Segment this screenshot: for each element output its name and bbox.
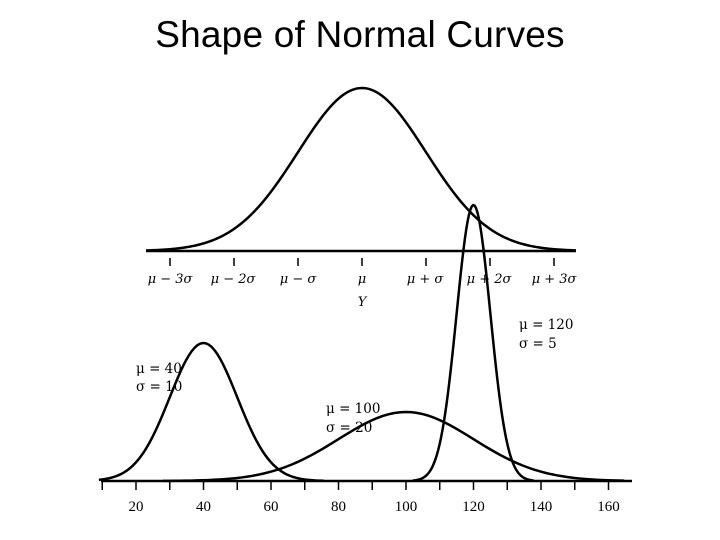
label-curve-mu100: μ = 100 σ = 20 [326, 401, 380, 436]
label-mu-100: μ = 100 [326, 401, 380, 417]
x-axis-tick-labels: 20 40 60 80 100 120 140 160 [129, 499, 620, 515]
top-axis-label: Y [358, 295, 368, 310]
tick-label-mu: μ [358, 272, 366, 287]
x-tick-label: 140 [530, 499, 553, 515]
label-curve-mu40: μ = 40 σ = 10 [136, 361, 182, 395]
x-axis-ticks [101, 481, 610, 490]
label-mu-120: μ = 120 [519, 317, 573, 333]
top-tick-labels: μ − 3σ μ − 2σ μ − σ μ μ + σ μ + 2σ μ + 3… [148, 272, 578, 287]
bottom-chart: 20 40 60 80 100 120 140 160 μ = 40 σ = 10 μ = 1… [98, 203, 632, 515]
label-sigma-20: σ = 20 [326, 420, 372, 436]
x-tick-label: 20 [129, 499, 144, 515]
tick-label-mu-minus-2sigma: μ − 2σ [211, 272, 257, 287]
x-tick-label: 60 [264, 499, 279, 515]
slide-title: Shape of Normal Curves [155, 14, 565, 55]
top-normal-curve [145, 86, 577, 252]
x-tick-label: 80 [331, 499, 346, 515]
x-tick-label: 100 [395, 499, 418, 515]
tick-label-mu-plus-2sigma: μ + 2σ [467, 272, 513, 287]
top-normal-diagram: μ − 3σ μ − 2σ μ − σ μ μ + σ μ + 2σ μ + 3… [145, 86, 578, 310]
tick-label-mu-minus-sigma: μ − σ [280, 272, 318, 287]
curve-mu120-sigma5 [412, 203, 534, 482]
x-tick-label: 120 [462, 499, 485, 515]
tick-label-mu-minus-3sigma: μ − 3σ [148, 272, 194, 287]
label-mu-40: μ = 40 [136, 361, 182, 377]
curve-mu100-sigma20 [162, 410, 625, 483]
x-tick-label: 160 [597, 499, 620, 515]
curve-mu40-sigma10 [98, 341, 324, 483]
label-sigma-5: σ = 5 [519, 336, 557, 352]
label-sigma-10: σ = 10 [136, 379, 182, 395]
top-tick-marks [169, 258, 555, 266]
x-tick-label: 40 [196, 499, 211, 515]
tick-label-mu-plus-sigma: μ + σ [407, 272, 445, 287]
tick-label-mu-plus-3sigma: μ + 3σ [532, 272, 578, 287]
label-curve-mu120: μ = 120 σ = 5 [519, 317, 573, 352]
